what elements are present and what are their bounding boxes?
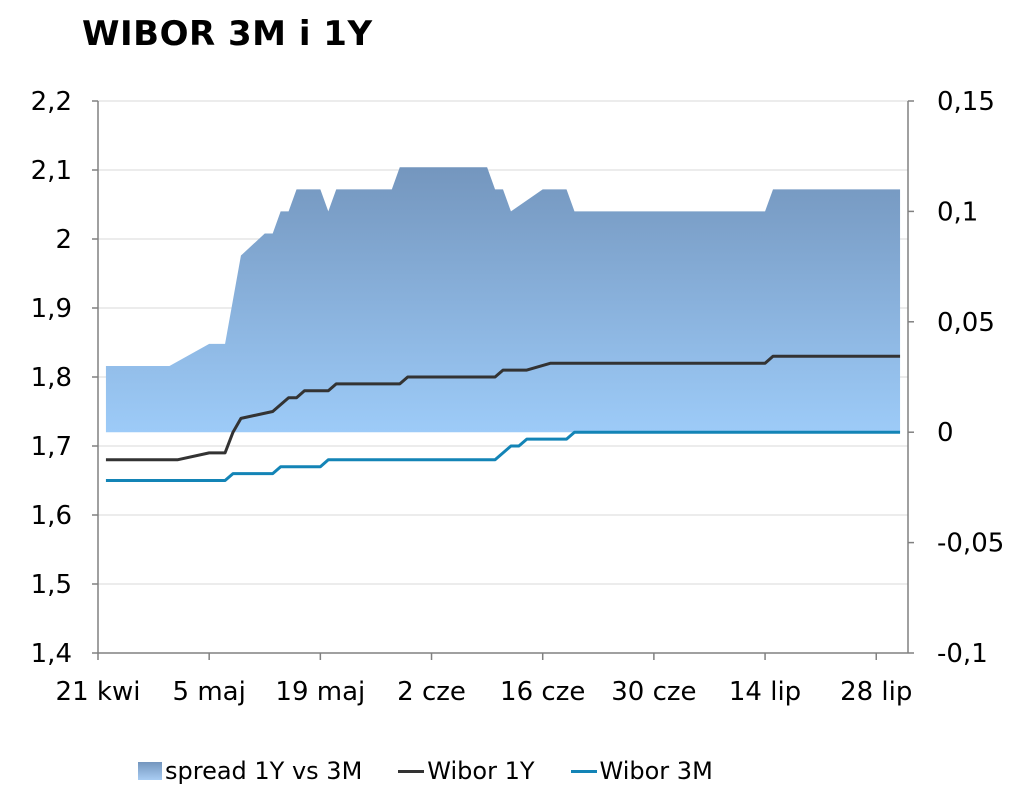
legend-swatch-wibor1y — [398, 769, 425, 773]
x-tick-label: 5 maj — [173, 677, 246, 707]
y-left-tick-label: 1,5 — [31, 570, 72, 600]
series-line-wibor1y — [105, 354, 901, 462]
x-tick-label: 2 cze — [397, 677, 466, 707]
axes — [92, 100, 914, 660]
x-tick-label: 14 lip — [729, 677, 801, 707]
y-right-tick-label: -0,1 — [937, 639, 988, 669]
y-left-tick-label: 1,6 — [31, 501, 72, 531]
y-right-tick-label: 0,15 — [937, 87, 995, 117]
y-left-tick-label: 1,4 — [31, 639, 72, 669]
legend-item-wibor1y: Wibor 1Y — [398, 757, 535, 785]
series-spread-area — [105, 167, 901, 433]
legend-item-wibor3m: Wibor 3M — [570, 757, 713, 785]
y-left-tick-label: 1,8 — [31, 363, 72, 393]
y-left-tick-label: 2,2 — [31, 87, 72, 117]
spread-area-layer — [105, 167, 901, 433]
x-tick-label: 16 cze — [500, 677, 585, 707]
legend-swatch-wibor3m — [570, 769, 597, 773]
chart-title: WIBOR 3M i 1Y — [82, 14, 373, 54]
y-right-tick-label: 0,05 — [937, 308, 995, 338]
x-tick-label: 21 kwi — [56, 677, 141, 707]
x-tick-label: 19 maj — [275, 677, 365, 707]
legend-label-wibor1y: Wibor 1Y — [427, 757, 535, 785]
legend-label-spread: spread 1Y vs 3M — [165, 757, 363, 785]
tick-labels: 1,4 1,5 1,6 1,7 1,8 1,9 2 2,1 2,2 -0,1 -0,05 0 0,05 0… — [31, 87, 1005, 707]
legend-label-wibor3m: Wibor 3M — [599, 757, 713, 785]
y-right-tick-label: 0,1 — [937, 197, 978, 227]
series-lines — [105, 354, 901, 482]
y-left-tick-label: 2 — [55, 225, 72, 255]
legend-item-spread: spread 1Y vs 3M — [138, 757, 362, 785]
legend: spread 1Y vs 3M Wibor 1Y Wibor 3M — [138, 757, 749, 785]
y-left-tick-label: 1,9 — [31, 294, 72, 324]
y-left-tick-label: 2,1 — [31, 156, 72, 186]
x-tick-label: 28 lip — [840, 677, 912, 707]
y-right-tick-label: -0,05 — [937, 529, 1004, 559]
y-left-tick-label: 1,7 — [31, 432, 72, 462]
series-line-wibor3m — [105, 430, 901, 482]
x-tick-label: 30 cze — [611, 677, 696, 707]
legend-swatch-spread — [138, 762, 162, 780]
y-right-tick-label: 0 — [937, 418, 954, 448]
